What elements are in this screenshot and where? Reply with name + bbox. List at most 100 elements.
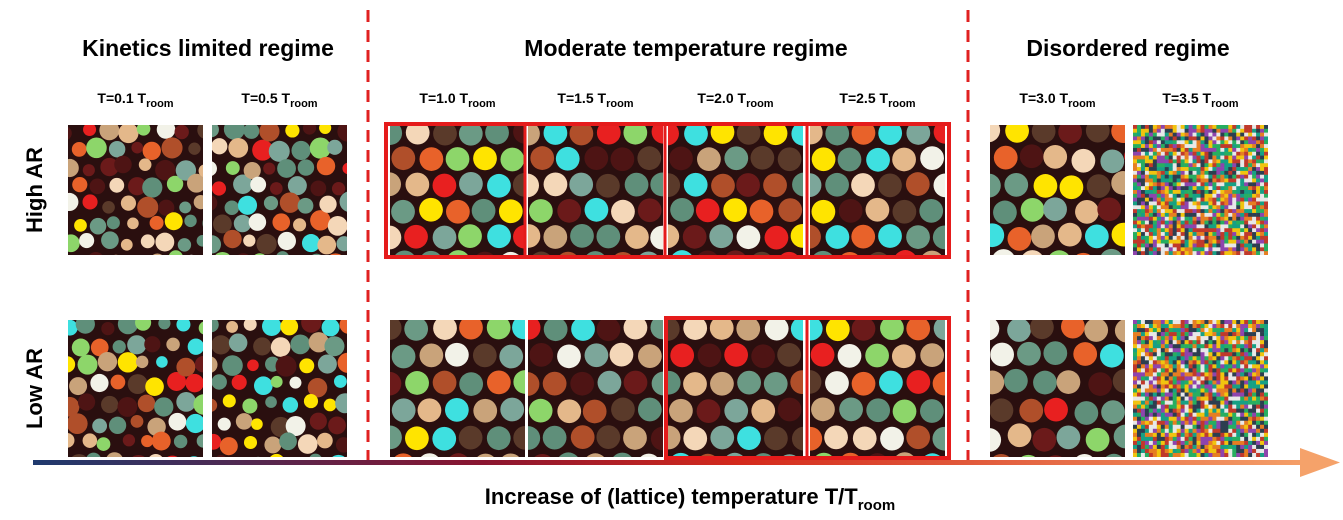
grain: [299, 358, 314, 373]
noise-pixel: [1157, 405, 1161, 409]
grain: [500, 398, 524, 422]
grain: [238, 196, 257, 215]
noise-pixel: [1153, 352, 1157, 356]
noise-pixel: [1189, 360, 1193, 364]
grain: [557, 199, 581, 223]
noise-pixel: [1204, 251, 1208, 255]
noise-pixel: [1220, 340, 1224, 344]
noise-pixel: [1157, 163, 1161, 167]
noise-pixel: [1236, 372, 1240, 376]
noise-pixel: [1193, 152, 1197, 156]
noise-pixel: [1256, 159, 1260, 163]
temperature-value: T=1.0 T: [419, 90, 468, 106]
noise-pixel: [1177, 433, 1181, 437]
noise-pixel: [1252, 328, 1256, 332]
grain: [839, 199, 863, 223]
noise-pixel: [1161, 360, 1165, 364]
noise-pixel: [1204, 140, 1208, 144]
grain: [328, 416, 346, 434]
noise-pixel: [1220, 372, 1224, 376]
noise-pixel: [1193, 405, 1197, 409]
noise-pixel: [1212, 328, 1216, 332]
noise-pixel: [1149, 360, 1153, 364]
noise-pixel: [1228, 397, 1232, 401]
noise-pixel: [1264, 163, 1268, 167]
noise-pixel: [1232, 320, 1236, 324]
noise-pixel: [1260, 140, 1264, 144]
noise-pixel: [1197, 336, 1201, 340]
noise-pixel: [1149, 380, 1153, 384]
noise-pixel: [1244, 198, 1248, 202]
noise-pixel: [1244, 360, 1248, 364]
noise-pixel: [1208, 205, 1212, 209]
noise-pixel: [1197, 372, 1201, 376]
noise-pixel: [1216, 179, 1220, 183]
noise-pixel: [1256, 320, 1260, 324]
noise-pixel: [1236, 409, 1240, 413]
noise-pixel: [1149, 244, 1153, 248]
noise-pixel: [1248, 228, 1252, 232]
grain: [235, 253, 252, 270]
noise-pixel: [1149, 356, 1153, 360]
noise-pixel: [1264, 413, 1268, 417]
noise-pixel: [1220, 449, 1224, 453]
noise-pixel: [1177, 136, 1181, 140]
noise-pixel: [1216, 205, 1220, 209]
noise-pixel: [1169, 429, 1173, 433]
noise-pixel: [1248, 232, 1252, 236]
grain: [1044, 398, 1068, 422]
noise-pixel: [1177, 240, 1181, 244]
noise-pixel: [1244, 236, 1248, 240]
noise-pixel: [1212, 209, 1216, 213]
noise-pixel: [1157, 129, 1161, 133]
noise-pixel: [1185, 368, 1189, 372]
noise-pixel: [1208, 186, 1212, 190]
noise-pixel: [1169, 133, 1173, 137]
noise-pixel: [1157, 236, 1161, 240]
noise-pixel: [1228, 429, 1232, 433]
grain: [556, 147, 580, 171]
noise-pixel: [1189, 140, 1193, 144]
noise-pixel: [1240, 393, 1244, 397]
noise-pixel: [1157, 336, 1161, 340]
grain: [778, 398, 802, 422]
noise-pixel: [1264, 182, 1268, 186]
noise-pixel: [1185, 360, 1189, 364]
noise-pixel: [1240, 201, 1244, 205]
snapshots: [57, 118, 1268, 479]
grain: [175, 125, 189, 139]
noise-pixel: [1244, 429, 1248, 433]
grain: [446, 453, 470, 477]
grain: [378, 426, 402, 450]
noise-pixel: [1212, 221, 1216, 225]
noise-pixel: [1224, 171, 1228, 175]
noise-pixel: [1153, 148, 1157, 152]
noise-pixel: [1264, 175, 1268, 179]
noise-pixel: [1145, 393, 1149, 397]
noise-pixel: [1161, 175, 1165, 179]
noise-pixel: [1133, 251, 1137, 255]
grain: [188, 338, 204, 354]
noise-pixel: [1181, 182, 1185, 186]
noise-pixel: [1244, 194, 1248, 198]
noise-pixel: [1204, 332, 1208, 336]
noise-pixel: [1224, 401, 1228, 405]
noise-pixel: [1133, 360, 1137, 364]
noise-pixel: [1177, 152, 1181, 156]
noise-pixel: [1153, 136, 1157, 140]
noise-pixel: [1216, 186, 1220, 190]
noise-pixel: [1157, 171, 1161, 175]
snapshot-content: [59, 314, 222, 476]
noise-pixel: [1141, 205, 1145, 209]
noise-pixel: [1181, 384, 1185, 388]
noise-pixel: [1244, 190, 1248, 194]
grain: [737, 371, 761, 395]
noise-pixel: [1161, 368, 1165, 372]
noise-pixel: [1260, 413, 1264, 417]
noise-pixel: [1145, 156, 1149, 160]
grain: [893, 400, 917, 424]
noise-pixel: [1165, 348, 1169, 352]
noise-pixel: [1173, 449, 1177, 453]
noise-pixel: [1165, 133, 1169, 137]
grain: [254, 376, 273, 395]
